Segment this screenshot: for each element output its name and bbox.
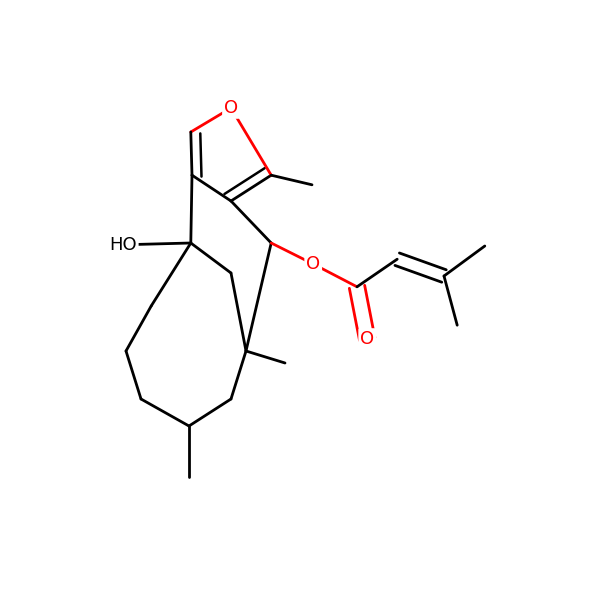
Text: O: O <box>360 330 374 348</box>
Text: HO: HO <box>109 236 137 254</box>
Text: O: O <box>224 99 238 117</box>
Text: O: O <box>306 255 320 273</box>
